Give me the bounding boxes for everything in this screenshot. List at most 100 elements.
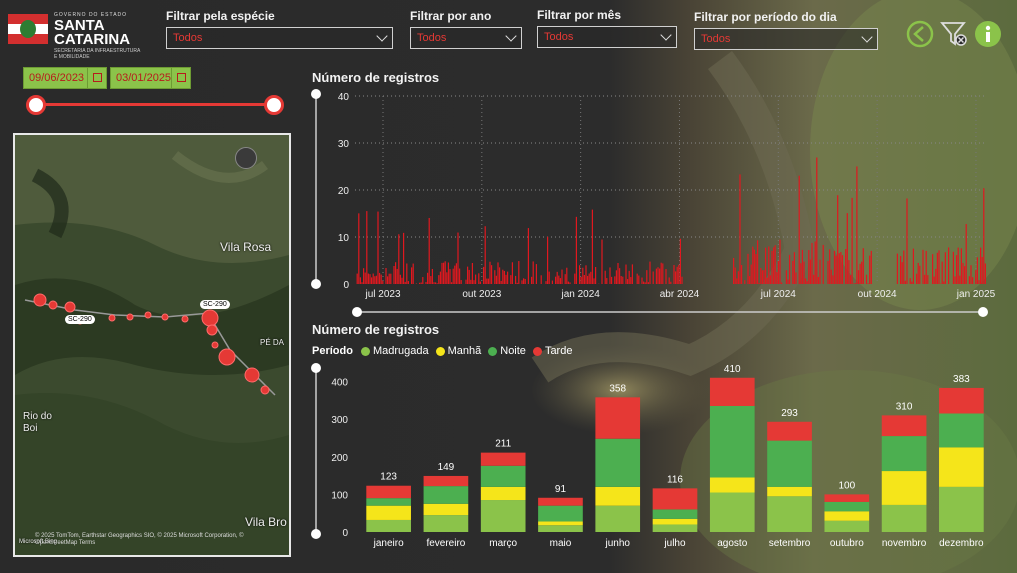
daily-bar xyxy=(829,249,831,284)
date-slider-track[interactable] xyxy=(36,103,272,106)
daily-bar xyxy=(919,265,921,284)
calendar-icon[interactable] xyxy=(177,73,186,82)
legend-item-madrugada[interactable]: Madrugada xyxy=(360,345,429,357)
daily-bar xyxy=(763,270,765,284)
legend-item-noite[interactable]: Noite xyxy=(488,345,526,357)
daily-bar xyxy=(457,232,459,284)
map-visual[interactable]: Vila Rosa PÉ DA Rio do Boi Vila Bro SC-2… xyxy=(13,133,291,557)
daily-bar xyxy=(425,281,427,284)
calendar-icon[interactable] xyxy=(93,73,102,82)
daily-bar xyxy=(924,274,926,284)
daily-bar xyxy=(465,279,467,284)
daily-bar xyxy=(938,250,940,284)
total-label: 123 xyxy=(380,472,397,483)
daily-bar xyxy=(641,277,643,284)
daily-bar xyxy=(587,275,589,284)
bar-segment-manhã xyxy=(480,486,526,501)
filter-periodo-value: Todos xyxy=(701,33,731,45)
bar-segment-madrugada xyxy=(824,520,870,532)
daily-bar xyxy=(960,248,962,284)
daily-bar xyxy=(789,254,791,284)
date-slider-start-handle[interactable] xyxy=(26,95,46,115)
start-date-input[interactable]: 09/06/2023 xyxy=(23,67,107,89)
monthly-records-chart[interactable]: 0 100 200 300 400 123 janeiro 149 fevereiro 211 ma… xyxy=(300,362,1000,558)
bar-segment-noite xyxy=(423,486,469,504)
legend-item-tarde[interactable]: Tarde xyxy=(532,345,572,357)
focus-mode-icon[interactable] xyxy=(235,147,257,169)
end-date-input[interactable]: 03/01/2025 xyxy=(110,67,191,89)
daily-bar xyxy=(659,268,661,284)
daily-bar xyxy=(845,249,847,284)
daily-bar xyxy=(387,276,389,284)
bar-segment-madrugada xyxy=(939,486,984,532)
daily-bar xyxy=(580,276,582,284)
filter-clear-icon[interactable] xyxy=(940,20,968,48)
daily-bar xyxy=(766,277,768,284)
total-label: 116 xyxy=(667,474,683,485)
daily-bar xyxy=(483,266,485,284)
bar-segment-manhã xyxy=(881,471,927,505)
bar-segment-manhã xyxy=(538,521,583,526)
bar-segment-manhã xyxy=(824,511,870,521)
x-tick-label: junho xyxy=(604,538,630,549)
divider xyxy=(87,68,88,88)
legend-dot xyxy=(532,346,542,356)
bar-segment-tarde xyxy=(480,452,526,466)
filter-especie-select[interactable]: Todos xyxy=(166,27,393,49)
daily-bar xyxy=(583,274,585,284)
back-arrow-icon[interactable] xyxy=(906,20,934,48)
legend-item-manha[interactable]: Manhã xyxy=(435,345,481,357)
daily-bar xyxy=(896,253,898,284)
filter-mes: Filtrar por mês Todos xyxy=(537,8,677,48)
x-tick-label: agosto xyxy=(717,538,747,549)
bar-segment-tarde xyxy=(595,397,641,439)
daily-bar xyxy=(401,277,403,284)
filter-ano-value: Todos xyxy=(417,32,447,44)
daily-bar xyxy=(954,276,956,284)
daily-bar xyxy=(451,282,453,284)
daily-bar xyxy=(758,282,760,284)
filter-periodo-select[interactable]: Todos xyxy=(694,28,878,50)
bar-segment-madrugada xyxy=(652,524,698,532)
x-tick-label: janeiro xyxy=(373,538,404,549)
daily-bar xyxy=(406,263,408,284)
daily-bar xyxy=(363,268,365,284)
daily-bar xyxy=(535,264,537,284)
chart2-legend: Período Madrugada Manhã Noite Tarde xyxy=(312,345,575,357)
filter-mes-select[interactable]: Todos xyxy=(537,26,677,48)
daily-bar xyxy=(555,276,557,284)
daily-bar xyxy=(567,281,569,284)
x-tick-label: maio xyxy=(550,538,572,549)
daily-bar xyxy=(809,259,811,284)
daily-bar xyxy=(849,275,852,284)
map-label-vila-rosa: Vila Rosa xyxy=(220,240,272,254)
filter-ano-select[interactable]: Todos xyxy=(410,27,522,49)
x-tick-label: dezembro xyxy=(939,538,984,549)
daily-bar xyxy=(819,259,821,284)
daily-bar xyxy=(620,275,622,284)
legend-label: Noite xyxy=(500,345,526,357)
date-slider-end-handle[interactable] xyxy=(264,95,284,115)
daily-bar xyxy=(369,274,371,284)
daily-bar xyxy=(861,261,863,284)
daily-records-chart[interactable]: 0 10 20 30 40 jul 2023 out 2023 jan 2024 abr 202… xyxy=(300,88,1010,318)
x-tick-label: fevereiro xyxy=(426,538,465,549)
daily-bar xyxy=(865,274,868,284)
daily-bar xyxy=(933,276,935,284)
daily-bar xyxy=(965,224,967,284)
value-slider-bottom-handle xyxy=(311,279,321,289)
daily-bar xyxy=(655,268,657,284)
info-icon[interactable] xyxy=(974,20,1002,48)
daily-bar xyxy=(801,249,803,284)
bar-segment-madrugada xyxy=(538,525,583,532)
daily-bar xyxy=(503,270,505,284)
daily-bar xyxy=(500,280,502,284)
filter-mes-label: Filtrar por mês xyxy=(537,8,622,22)
daily-bar xyxy=(736,278,738,284)
daily-bar xyxy=(507,271,509,284)
daily-bar xyxy=(983,188,985,284)
daily-bar xyxy=(564,274,566,284)
daily-bar xyxy=(956,255,958,284)
daily-bar xyxy=(556,271,558,284)
bar-segment-madrugada xyxy=(480,500,526,532)
